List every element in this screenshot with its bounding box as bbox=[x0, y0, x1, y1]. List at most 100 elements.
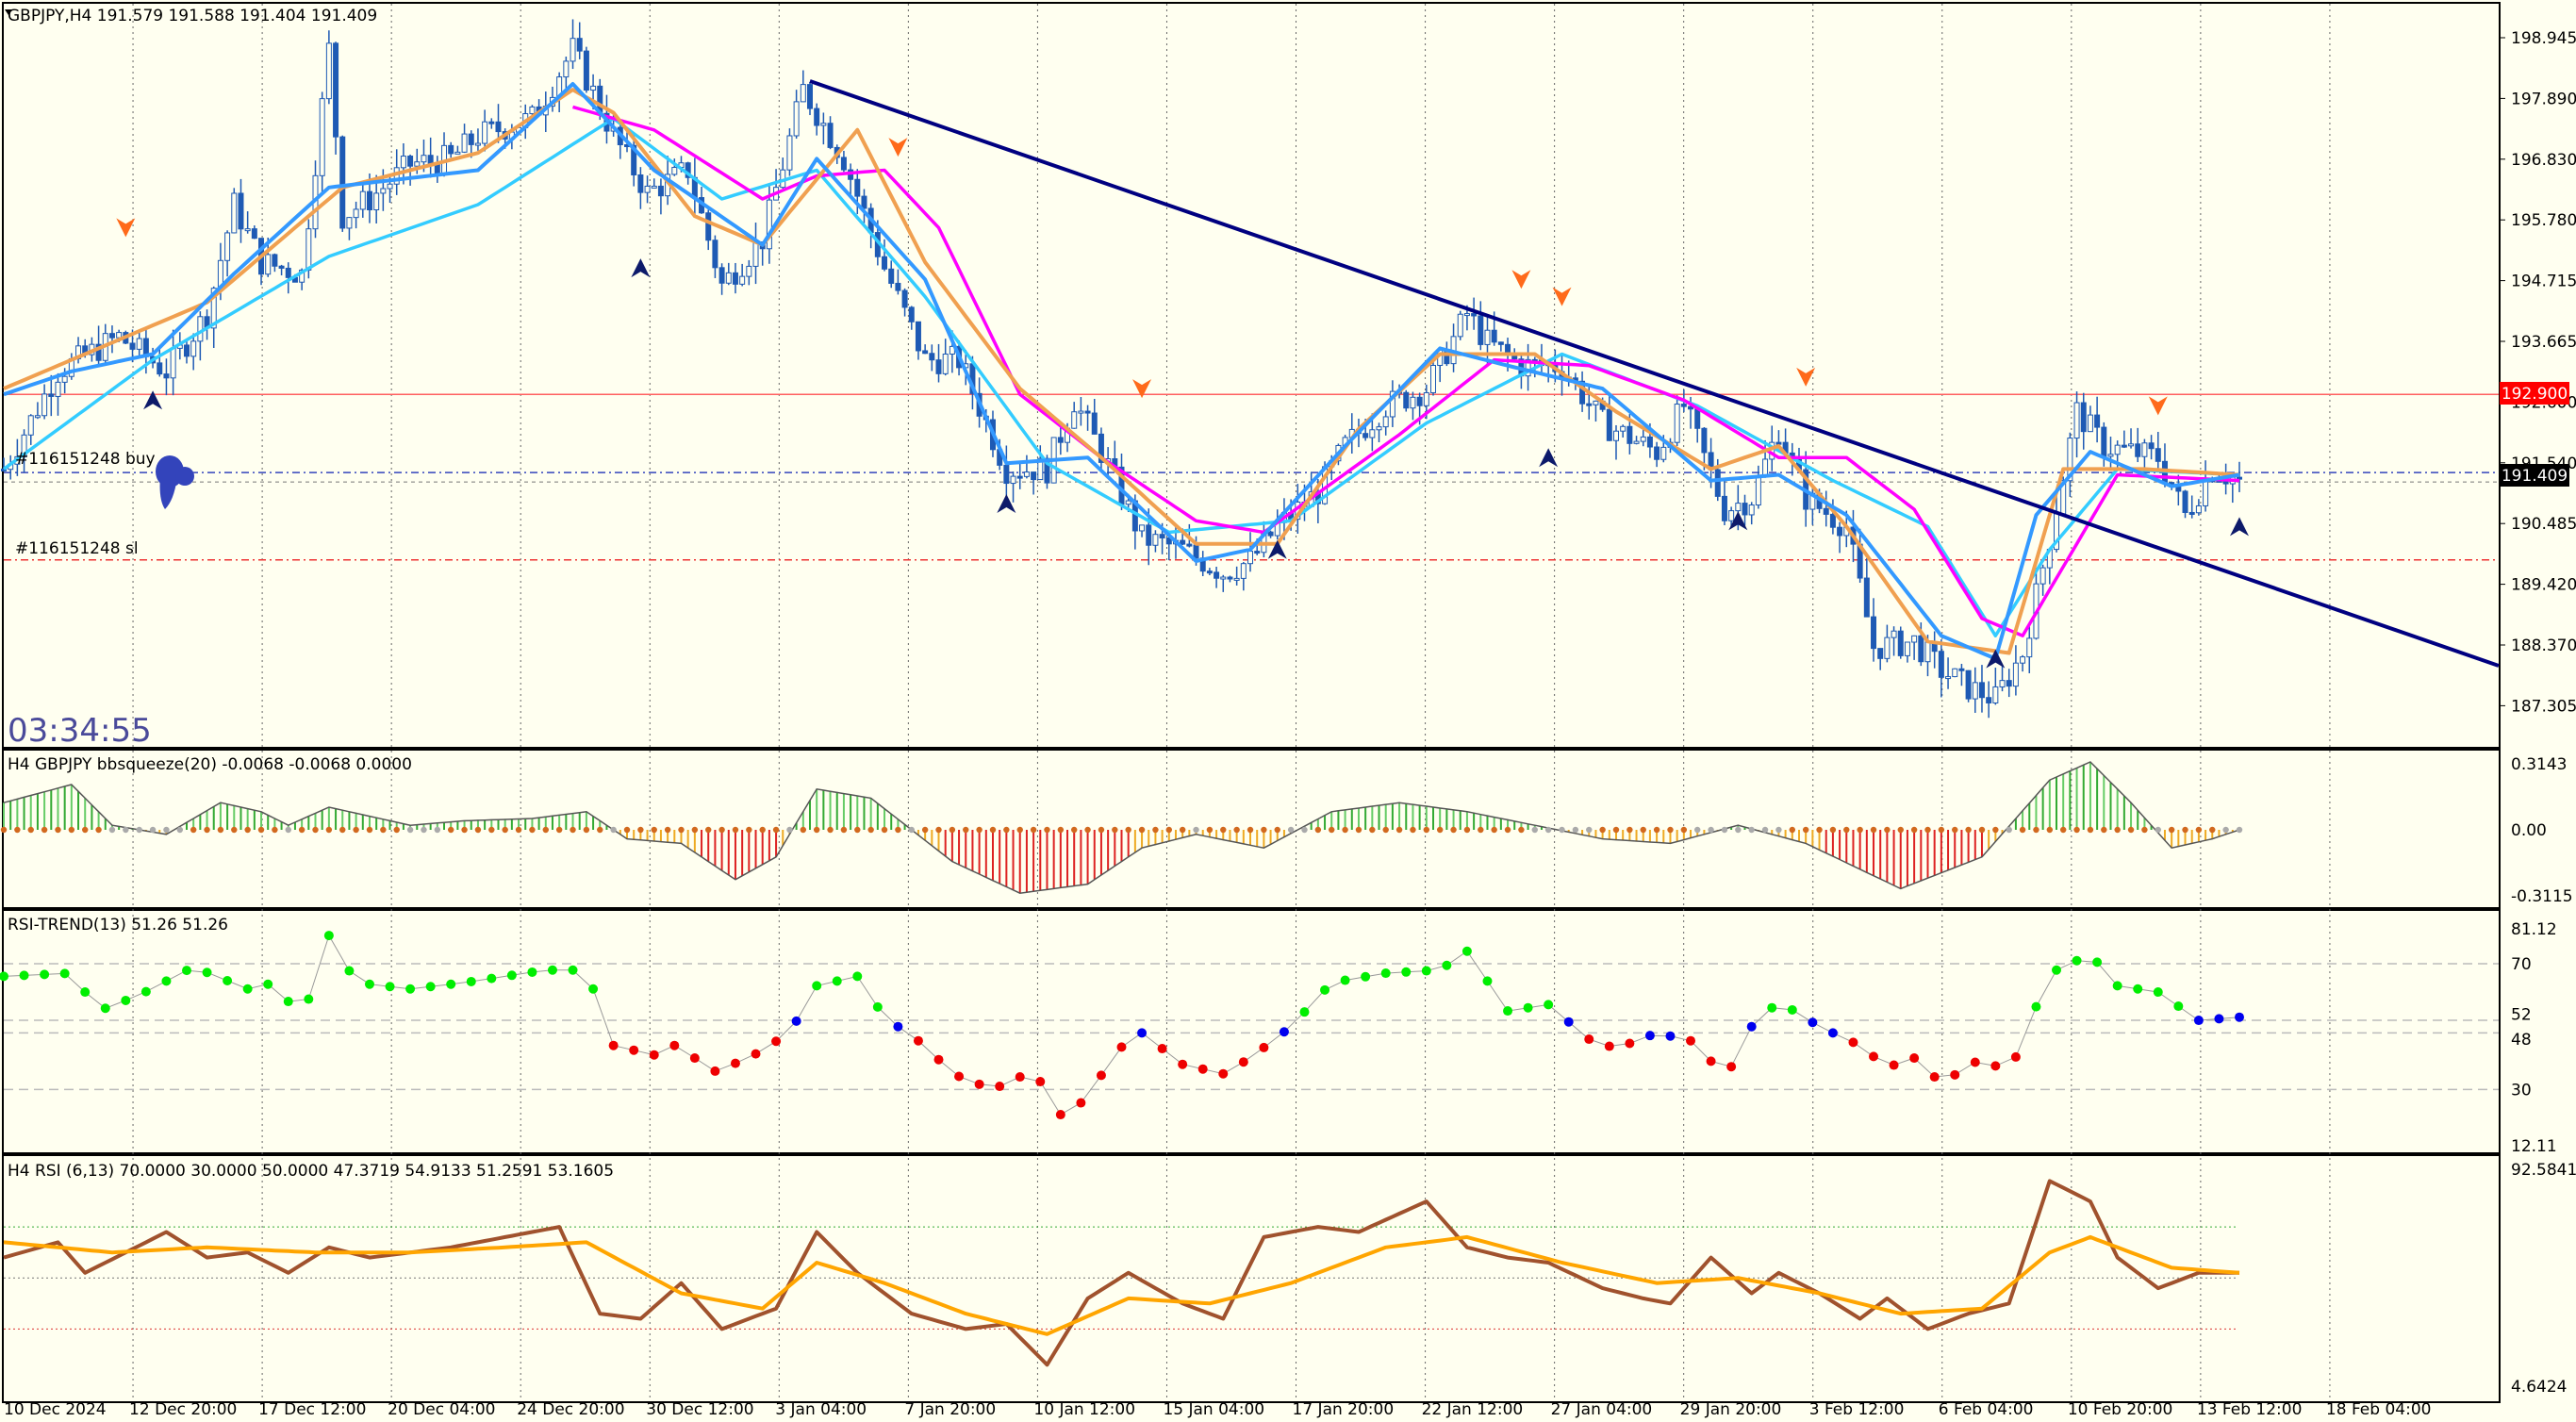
rsi-trend-dot bbox=[385, 982, 395, 992]
candle bbox=[2188, 495, 2195, 519]
candle bbox=[1139, 524, 1146, 537]
squeeze-dot bbox=[1708, 826, 1714, 834]
rsi-trend-dot bbox=[323, 931, 334, 941]
squeeze-dot bbox=[2101, 826, 2107, 834]
squeeze-dot bbox=[1152, 826, 1159, 834]
candle-body bbox=[1240, 563, 1247, 579]
symbol-header: GBPJPY,H4 191.579 191.588 191.404 191.40… bbox=[8, 7, 377, 25]
candle bbox=[2006, 669, 2012, 698]
candle bbox=[1654, 441, 1660, 468]
candle bbox=[1376, 422, 1382, 443]
trendline-layer[interactable] bbox=[809, 79, 2500, 668]
squeeze-dot bbox=[1369, 826, 1376, 834]
candle-body bbox=[353, 208, 359, 219]
squeeze-dot bbox=[1030, 826, 1037, 834]
squeeze-dot bbox=[1952, 826, 1958, 834]
candle bbox=[908, 306, 915, 330]
candle-body bbox=[41, 393, 48, 417]
squeeze-dot bbox=[217, 826, 224, 834]
rsi-trend-dot bbox=[995, 1082, 1005, 1092]
candle-body bbox=[163, 373, 170, 379]
candle bbox=[1871, 598, 1877, 662]
candle-body bbox=[1660, 446, 1667, 460]
candle bbox=[1071, 402, 1078, 429]
candle bbox=[2237, 461, 2242, 492]
time-axis-label: 3 Jan 04:00 bbox=[775, 1400, 867, 1419]
squeeze-dot bbox=[2059, 826, 2067, 834]
rsi-trend-dot bbox=[59, 968, 70, 979]
candle-body bbox=[1952, 668, 1958, 678]
candle bbox=[251, 225, 257, 240]
time-axis-label: 10 Feb 20:00 bbox=[2068, 1400, 2173, 1419]
candle bbox=[27, 414, 34, 445]
squeeze-dot bbox=[1003, 826, 1010, 834]
rsi-trend-dot bbox=[2092, 957, 2103, 967]
rsi-trend-dot bbox=[1544, 1000, 1554, 1010]
candle-body bbox=[1376, 426, 1382, 431]
candle bbox=[1227, 575, 1233, 583]
price-axis-label: 195.780 bbox=[2511, 211, 2576, 230]
candle-body bbox=[1891, 630, 1897, 638]
squeeze-dot bbox=[1627, 826, 1633, 834]
candle-body bbox=[319, 98, 325, 176]
candle-body bbox=[231, 192, 238, 234]
buy-signal-arrow-icon bbox=[143, 390, 163, 410]
collapse-triangle-icon[interactable] bbox=[5, 9, 12, 15]
candle-body bbox=[170, 347, 176, 379]
rsi-trend-dot bbox=[40, 969, 50, 980]
squeeze-dot bbox=[1233, 826, 1240, 834]
buy-signal-arrow-icon bbox=[1267, 539, 1287, 559]
candle-body bbox=[1233, 577, 1240, 581]
squeeze-dot bbox=[2195, 826, 2203, 834]
candle bbox=[1240, 562, 1247, 591]
candle-body bbox=[325, 42, 332, 100]
rsi-trend-dot bbox=[1259, 1042, 1269, 1052]
squeeze-dot bbox=[570, 826, 576, 834]
candle bbox=[2135, 427, 2141, 463]
candle-body bbox=[718, 267, 725, 284]
candle-body bbox=[21, 434, 27, 457]
candle bbox=[1430, 360, 1437, 396]
buy-order-marker[interactable] bbox=[156, 455, 194, 509]
candle-body bbox=[1457, 313, 1463, 338]
rsi-trend-axis-label: 70 bbox=[2511, 955, 2532, 974]
rsi-trend-dot bbox=[446, 979, 456, 989]
squeeze-dot bbox=[1735, 826, 1742, 834]
rsi-trend-dot bbox=[1116, 1042, 1127, 1052]
candle-body bbox=[1999, 680, 2006, 687]
rsi-trend-dot bbox=[608, 1040, 619, 1050]
squeeze-dot bbox=[1382, 826, 1389, 834]
candle-body bbox=[671, 167, 678, 175]
rsi-trend-dot bbox=[1686, 1035, 1696, 1046]
candle bbox=[448, 141, 454, 158]
candle-body bbox=[1924, 641, 1931, 663]
rsi-trend-dot bbox=[506, 970, 517, 981]
candle-body bbox=[2203, 479, 2209, 506]
squeeze-dot bbox=[474, 826, 482, 834]
time-axis-label: 24 Dec 20:00 bbox=[517, 1400, 624, 1419]
moving-averages-layer bbox=[2, 82, 2240, 661]
squeeze-dot bbox=[1802, 826, 1809, 834]
rsi-trend-dot bbox=[913, 1035, 923, 1046]
candle bbox=[2107, 437, 2114, 471]
candle bbox=[1206, 568, 1213, 576]
rsi-signal-line bbox=[3, 1234, 2240, 1336]
rsi-trend-dot bbox=[1929, 1072, 1940, 1083]
candle bbox=[359, 180, 366, 218]
candle-body bbox=[197, 316, 204, 342]
candle-body bbox=[108, 333, 115, 339]
candle-body bbox=[1646, 436, 1653, 448]
candle-body bbox=[1606, 408, 1612, 441]
candle bbox=[8, 455, 14, 480]
candle-body bbox=[1904, 641, 1910, 656]
candle bbox=[1497, 341, 1504, 352]
squeeze-dot bbox=[257, 826, 265, 834]
squeeze-dot bbox=[597, 826, 603, 834]
candle-body bbox=[1362, 433, 1369, 438]
price-axis: 198.945 197.890 196.830 195.780 194.715 193.6… bbox=[2500, 29, 2576, 716]
squeeze-dot bbox=[82, 826, 89, 834]
price-axis-label: 189.420 bbox=[2511, 576, 2576, 595]
sell-signal-arrow-icon bbox=[1552, 287, 1572, 306]
